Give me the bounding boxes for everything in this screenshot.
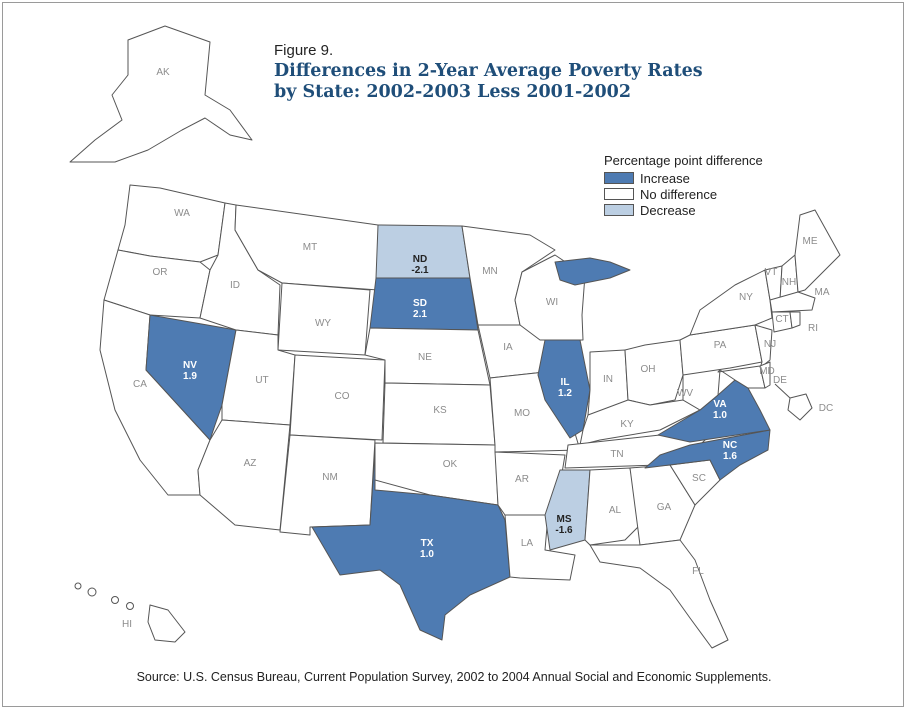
state-mi xyxy=(554,257,631,286)
state-value-il: 1.2 xyxy=(558,388,572,399)
map-title-line-1: Differences in 2-Year Average Poverty Ra… xyxy=(274,61,703,81)
state-label-wy: WY xyxy=(315,318,331,329)
state-value-mi: 1.0 xyxy=(615,325,629,336)
state-me xyxy=(794,209,841,293)
state-label-mo: MO xyxy=(514,408,530,419)
state-label-id: ID xyxy=(230,280,240,291)
state-label-al: AL xyxy=(609,505,622,516)
state-label-tx: TX xyxy=(421,538,434,549)
source-note: Source: U.S. Census Bureau, Current Popu… xyxy=(136,670,772,684)
legend-title: Percentage point difference xyxy=(604,153,763,168)
map-title: Differences in 2-Year Average Poverty Ra… xyxy=(274,61,714,103)
hawaii-islets xyxy=(74,582,134,610)
state-label-mi: MI xyxy=(616,314,627,325)
legend-item-decrease: Decrease xyxy=(604,202,763,218)
state-label-ak: AK xyxy=(156,67,170,78)
dc-leader-line xyxy=(774,383,791,399)
state-ky xyxy=(579,399,701,446)
state-ms xyxy=(544,469,591,551)
state-label-il: IL xyxy=(561,377,570,388)
state-label-nv: NV xyxy=(183,360,197,371)
state-co xyxy=(289,354,386,441)
state-label-wa: WA xyxy=(174,208,190,219)
state-ri xyxy=(789,311,801,329)
state-label-tn: TN xyxy=(610,449,623,460)
legend-swatch-no-difference xyxy=(604,188,634,200)
state-label-nj: NJ xyxy=(764,339,776,350)
state-hi xyxy=(147,604,186,643)
state-label-ny: NY xyxy=(739,292,753,303)
state-label-ks: KS xyxy=(433,405,447,416)
state-label-ri: RI xyxy=(808,323,818,334)
state-label-or: OR xyxy=(153,267,168,278)
legend-label-no-difference: No difference xyxy=(640,186,718,202)
state-label-mt: MT xyxy=(303,242,317,253)
state-ny xyxy=(689,269,773,336)
state-labels: WA OR CA NV1.9 ID MT WY UT AZ CO NM ND-2.1 SD2.1 NE KS… xyxy=(122,67,833,630)
state-label-nh: NH xyxy=(782,277,796,288)
state-label-az: AZ xyxy=(244,458,257,469)
state-label-fl: FL xyxy=(692,566,704,577)
state-value-tx: 1.0 xyxy=(420,549,434,560)
state-label-ky: KY xyxy=(620,419,634,430)
state-label-ms: MS xyxy=(557,514,572,525)
state-az xyxy=(197,419,291,531)
state-label-co: CO xyxy=(335,391,350,402)
state-label-me: ME xyxy=(803,236,818,247)
state-dc xyxy=(787,393,813,421)
legend-item-increase: Increase xyxy=(604,170,763,186)
state-nm xyxy=(279,434,376,536)
state-label-sd: SD xyxy=(413,298,427,309)
legend-label-decrease: Decrease xyxy=(640,202,696,218)
state-label-ut: UT xyxy=(255,375,268,386)
state-label-sc: SC xyxy=(692,473,706,484)
state-value-nc: 1.6 xyxy=(723,451,737,462)
state-label-ct: CT xyxy=(775,314,788,325)
state-tx xyxy=(311,449,511,641)
state-il xyxy=(537,339,591,439)
state-label-ia: IA xyxy=(503,342,513,353)
map-title-line-2: by State: 2002-2003 Less 2001-2002 xyxy=(274,82,632,102)
figure-label: Figure 9. xyxy=(274,42,334,59)
state-label-hi: HI xyxy=(122,619,132,630)
state-value-sd: 2.1 xyxy=(413,309,427,320)
state-value-va: 1.0 xyxy=(713,410,727,421)
state-label-ca: CA xyxy=(133,379,147,390)
state-de xyxy=(759,361,771,389)
state-label-ne: NE xyxy=(418,352,432,363)
state-label-nc: NC xyxy=(723,440,737,451)
legend-swatch-decrease xyxy=(604,204,634,216)
state-label-dc: DC xyxy=(819,403,833,414)
state-value-nd: -2.1 xyxy=(411,265,429,276)
state-fl xyxy=(589,539,729,649)
state-label-nm: NM xyxy=(322,472,338,483)
state-label-pa: PA xyxy=(714,340,727,351)
state-value-ms: -1.6 xyxy=(555,525,573,536)
state-label-vt: VT xyxy=(765,267,778,278)
state-label-wv: WV xyxy=(677,388,693,399)
legend-item-no-difference: No difference xyxy=(604,186,763,202)
state-label-la: LA xyxy=(521,538,534,549)
state-label-wi: WI xyxy=(546,297,558,308)
state-wa xyxy=(117,184,226,263)
state-label-nd: ND xyxy=(413,254,427,265)
legend-swatch-increase xyxy=(604,172,634,184)
state-label-de: DE xyxy=(773,375,787,386)
state-label-ar: AR xyxy=(515,474,529,485)
state-label-ma: MA xyxy=(815,287,830,298)
state-label-mn: MN xyxy=(482,266,498,277)
state-label-md: MD xyxy=(759,366,775,377)
state-value-nv: 1.9 xyxy=(183,371,197,382)
state-ma xyxy=(769,291,816,313)
legend: Percentage point difference Increase No … xyxy=(604,153,763,218)
legend-label-increase: Increase xyxy=(640,170,690,186)
state-label-in: IN xyxy=(603,374,613,385)
state-ak xyxy=(69,25,253,163)
state-label-va: VA xyxy=(713,399,726,410)
state-nc xyxy=(644,429,771,481)
state-label-ga: GA xyxy=(657,502,672,513)
state-label-oh: OH xyxy=(641,364,656,375)
state-label-ok: OK xyxy=(443,459,458,470)
